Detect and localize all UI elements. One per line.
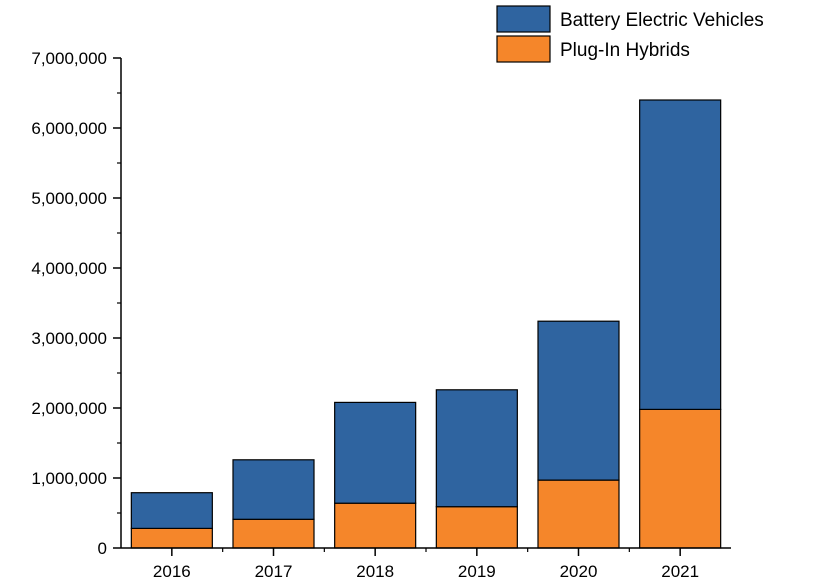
bar-phev-2018 xyxy=(334,502,417,549)
y-tick-label: 2,000,000 xyxy=(31,399,107,418)
bar-phev-2016 xyxy=(130,527,213,549)
bars-group xyxy=(130,99,722,549)
bar-bev-2019 xyxy=(435,389,518,508)
x-tick-label-2016: 2016 xyxy=(153,562,191,581)
y-tick-label: 1,000,000 xyxy=(31,469,107,488)
legend-swatch xyxy=(496,5,551,33)
x-tick-label-2019: 2019 xyxy=(458,562,496,581)
bar-phev-2020 xyxy=(537,479,620,549)
y-tick-label: 6,000,000 xyxy=(31,119,107,138)
y-tick-label: 4,000,000 xyxy=(31,259,107,278)
legend-label: Battery Electric Vehicles xyxy=(560,10,764,31)
bar-bev-2016 xyxy=(130,492,213,530)
bar-bev-2017 xyxy=(232,459,315,520)
x-tick-label-2017: 2017 xyxy=(255,562,293,581)
legend-swatch xyxy=(496,35,551,63)
y-tick-label: 7,000,000 xyxy=(31,49,107,68)
legend: Battery Electric Vehicles Plug-In Hybrids xyxy=(496,5,764,63)
bar-phev-2017 xyxy=(232,518,315,549)
x-tick-label-2018: 2018 xyxy=(356,562,394,581)
axes-group: 0 1,000,000 2,000,000 3,000,000 4,000,000 5,0… xyxy=(31,49,731,581)
y-tick-label: 0 xyxy=(98,539,107,558)
bar-bev-2020 xyxy=(537,320,620,481)
y-tick-label: 5,000,000 xyxy=(31,189,107,208)
x-tick-label-2020: 2020 xyxy=(560,562,598,581)
x-tick-label-2021: 2021 xyxy=(661,562,699,581)
legend-label: Plug-In Hybrids xyxy=(560,40,690,61)
y-tick-label: 3,000,000 xyxy=(31,329,107,348)
bar-phev-2019 xyxy=(435,506,518,549)
bar-bev-2018 xyxy=(334,401,417,504)
bar-phev-2021 xyxy=(639,408,722,549)
bar-bev-2021 xyxy=(639,99,722,410)
